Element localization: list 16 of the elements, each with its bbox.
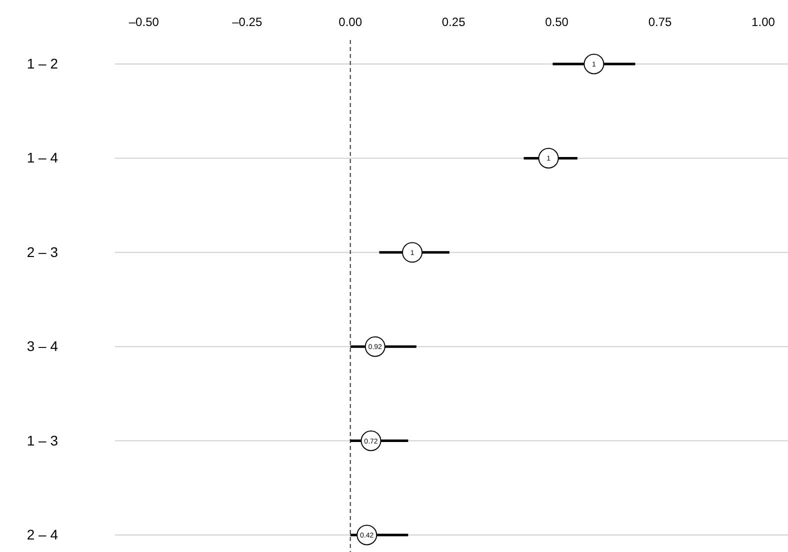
point [538, 148, 559, 168]
y-tick-label: 2 – 3 [26, 244, 58, 260]
x-tick-label: 0.00 [338, 15, 362, 29]
y-tick-label: 2 – 4 [26, 526, 58, 542]
y-tick-label: 1 – 2 [26, 55, 58, 72]
x-tick-label: 1.00 [752, 15, 776, 29]
x-tick-label: –0.25 [232, 15, 262, 29]
y-tick-label: 1 – 3 [26, 432, 58, 448]
y-tick-label: 1 – 4 [26, 150, 58, 166]
x-tick-label: 0.75 [648, 15, 672, 29]
x-tick-label: 0.25 [442, 15, 466, 29]
point [584, 54, 604, 74]
point [402, 242, 423, 263]
y-tick-label: 3 – 4 [26, 338, 58, 354]
x-tick-label: 0.50 [545, 15, 569, 29]
x-tick-label: –0.50 [128, 15, 160, 29]
